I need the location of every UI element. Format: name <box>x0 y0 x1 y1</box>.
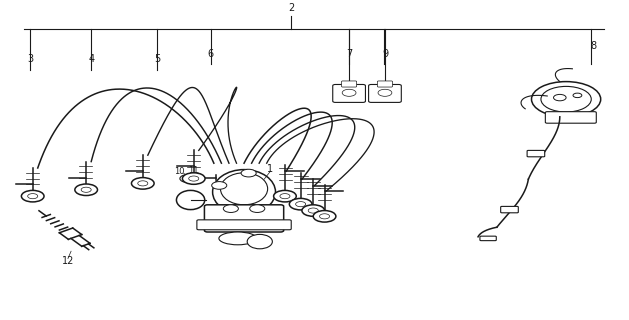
Circle shape <box>274 190 296 202</box>
Ellipse shape <box>247 234 272 249</box>
Circle shape <box>182 173 205 184</box>
Circle shape <box>296 202 306 207</box>
Circle shape <box>131 178 154 189</box>
Circle shape <box>532 82 601 117</box>
Text: 10: 10 <box>174 167 184 176</box>
Text: 11: 11 <box>189 166 199 175</box>
Ellipse shape <box>220 173 268 205</box>
FancyBboxPatch shape <box>204 205 284 232</box>
Ellipse shape <box>219 232 257 245</box>
Text: 3: 3 <box>27 54 33 64</box>
Circle shape <box>313 211 336 222</box>
FancyBboxPatch shape <box>333 84 365 102</box>
Circle shape <box>541 86 591 112</box>
Text: 7: 7 <box>346 49 352 59</box>
Circle shape <box>138 181 148 186</box>
Circle shape <box>75 184 97 196</box>
Circle shape <box>250 205 265 212</box>
Text: 9: 9 <box>382 49 389 59</box>
Text: 4: 4 <box>88 54 94 64</box>
FancyBboxPatch shape <box>342 81 357 87</box>
FancyBboxPatch shape <box>545 112 596 123</box>
Text: 6: 6 <box>208 49 214 59</box>
Circle shape <box>212 181 227 189</box>
Circle shape <box>308 208 318 213</box>
Ellipse shape <box>176 190 204 210</box>
Circle shape <box>223 205 238 212</box>
FancyBboxPatch shape <box>527 150 545 157</box>
FancyBboxPatch shape <box>197 220 291 230</box>
Circle shape <box>280 194 290 199</box>
Text: 5: 5 <box>154 54 160 64</box>
Circle shape <box>21 190 44 202</box>
Circle shape <box>320 214 330 219</box>
Circle shape <box>241 169 256 177</box>
Circle shape <box>554 94 566 101</box>
Circle shape <box>81 187 91 192</box>
Ellipse shape <box>342 89 356 96</box>
Circle shape <box>302 205 325 216</box>
FancyBboxPatch shape <box>501 206 518 213</box>
Text: 2: 2 <box>288 3 294 13</box>
FancyBboxPatch shape <box>480 236 496 241</box>
Ellipse shape <box>213 170 276 214</box>
FancyBboxPatch shape <box>377 81 392 87</box>
Text: 1: 1 <box>267 164 274 174</box>
Ellipse shape <box>378 89 392 96</box>
Circle shape <box>289 198 312 210</box>
Text: 12: 12 <box>62 256 74 266</box>
Circle shape <box>28 194 38 199</box>
Circle shape <box>189 176 199 181</box>
Circle shape <box>573 93 582 98</box>
Circle shape <box>180 175 195 182</box>
Circle shape <box>196 175 204 180</box>
Text: 8: 8 <box>590 41 596 51</box>
FancyBboxPatch shape <box>369 84 401 102</box>
